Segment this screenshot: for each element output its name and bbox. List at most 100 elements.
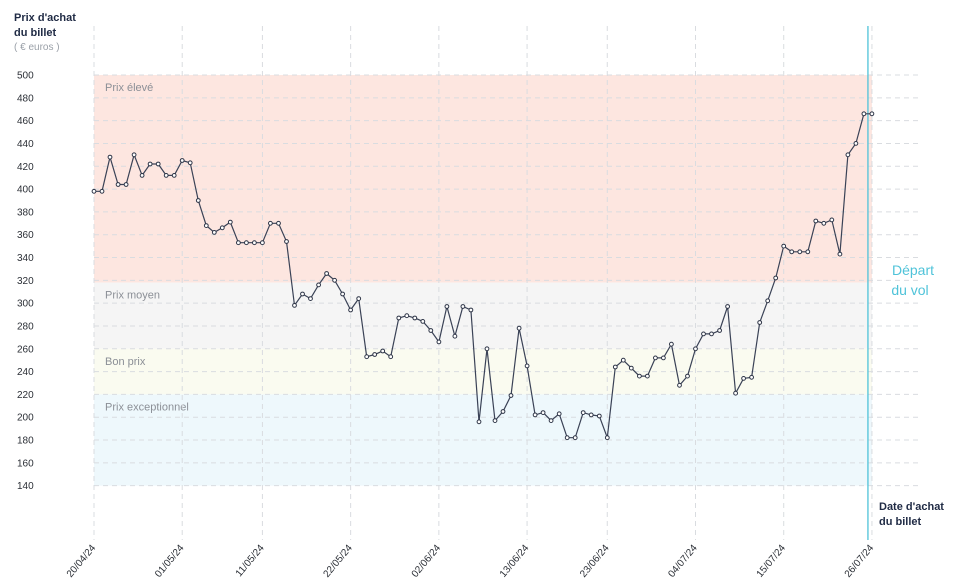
- data-point: [604, 435, 610, 441]
- data-point: [701, 331, 706, 337]
- data-point: [147, 161, 153, 167]
- data-point: [163, 173, 169, 178]
- data-point: [612, 364, 618, 370]
- data-point: [693, 346, 698, 352]
- data-point: [508, 393, 514, 398]
- data-point: [300, 291, 305, 297]
- data-point: [532, 412, 538, 418]
- data-point: [380, 348, 386, 354]
- band-1: [94, 282, 872, 349]
- data-point: [436, 339, 442, 345]
- data-point: [268, 220, 273, 226]
- data-point: [195, 198, 201, 203]
- data-point: [709, 331, 714, 337]
- data-point: [548, 418, 554, 424]
- x-tick-label-4: 02/06/24: [410, 543, 444, 580]
- data-point: [236, 240, 241, 246]
- data-point: [244, 240, 249, 246]
- y-tick-label-17: 480: [17, 93, 34, 104]
- y-tick-label-2: 180: [17, 436, 34, 447]
- y-axis-unit: ( € euros ): [14, 42, 60, 53]
- data-point: [869, 111, 875, 117]
- data-point: [388, 354, 394, 360]
- data-point: [564, 435, 570, 441]
- y-tick-label-16: 460: [17, 116, 34, 127]
- band-label-0: Prix élevé: [105, 82, 153, 94]
- data-point: [211, 230, 217, 235]
- y-tick-label-12: 380: [17, 207, 34, 218]
- data-point: [348, 307, 354, 313]
- y-tick-label-9: 320: [17, 276, 34, 287]
- data-point: [813, 218, 819, 224]
- y-tick-label-3: 200: [17, 413, 34, 424]
- data-point: [452, 333, 458, 339]
- data-point: [308, 296, 313, 302]
- data-point: [428, 328, 434, 333]
- data-point: [837, 251, 843, 257]
- x-tick-label-3: 22/05/24: [321, 543, 355, 580]
- price-series-points: [91, 111, 875, 441]
- data-point: [227, 219, 233, 225]
- y-tick-label-15: 440: [17, 139, 34, 150]
- data-point: [316, 282, 322, 288]
- data-point: [861, 111, 867, 117]
- data-point: [99, 188, 105, 194]
- y-tick-label-5: 240: [17, 367, 34, 378]
- data-point: [420, 319, 426, 324]
- data-point: [645, 373, 650, 379]
- y-axis-ticks: 140 160 180 200 220 240 260 280 300 320 340 360 380 4…: [17, 71, 34, 493]
- data-point: [219, 225, 225, 231]
- data-point: [588, 412, 594, 418]
- y-tick-label-4: 220: [17, 390, 34, 401]
- data-point: [91, 188, 97, 194]
- data-point: [773, 275, 779, 281]
- band-label-2: Bon prix: [105, 356, 146, 368]
- data-point: [637, 373, 642, 379]
- x-tick-label-1: 01/05/24: [153, 543, 187, 580]
- data-point: [460, 304, 466, 309]
- data-point: [412, 315, 418, 321]
- data-point: [516, 325, 522, 331]
- data-point: [123, 182, 129, 187]
- data-point: [276, 220, 281, 226]
- x-tick-label-5: 13/06/24: [498, 543, 532, 580]
- data-point: [332, 277, 338, 283]
- data-point: [540, 410, 546, 416]
- data-point: [404, 313, 410, 319]
- y-tick-label-1: 160: [17, 458, 34, 469]
- data-point: [661, 355, 666, 361]
- data-point: [476, 419, 482, 425]
- x-tick-label-2: 11/05/24: [234, 543, 267, 580]
- y-tick-label-14: 420: [17, 162, 34, 173]
- data-point: [620, 357, 626, 363]
- data-point: [797, 249, 803, 255]
- data-point: [500, 409, 506, 414]
- data-point: [179, 158, 185, 163]
- y-tick-label-18: 500: [17, 71, 34, 82]
- data-point: [821, 220, 827, 226]
- data-point: [733, 390, 738, 396]
- data-point: [444, 304, 450, 309]
- y-tick-label-11: 360: [17, 230, 34, 241]
- data-point: [765, 298, 771, 304]
- y-axis-title-line1: Prix d'achat: [14, 12, 76, 24]
- data-point: [468, 307, 474, 313]
- data-point: [677, 382, 682, 388]
- data-point: [252, 240, 257, 246]
- data-point: [492, 418, 498, 424]
- x-tick-label-7: 04/07/24: [666, 543, 700, 580]
- data-point: [524, 363, 530, 369]
- data-point: [717, 328, 722, 333]
- data-point: [556, 411, 562, 417]
- data-point: [829, 217, 835, 223]
- grid-lines: [93, 26, 920, 540]
- x-tick-label-6: 23/06/24: [578, 543, 612, 580]
- data-point: [155, 161, 161, 167]
- data-point: [580, 410, 586, 416]
- data-point: [484, 346, 490, 352]
- data-point: [669, 341, 674, 347]
- data-point: [292, 303, 297, 308]
- data-point: [757, 320, 763, 325]
- data-point: [260, 240, 265, 246]
